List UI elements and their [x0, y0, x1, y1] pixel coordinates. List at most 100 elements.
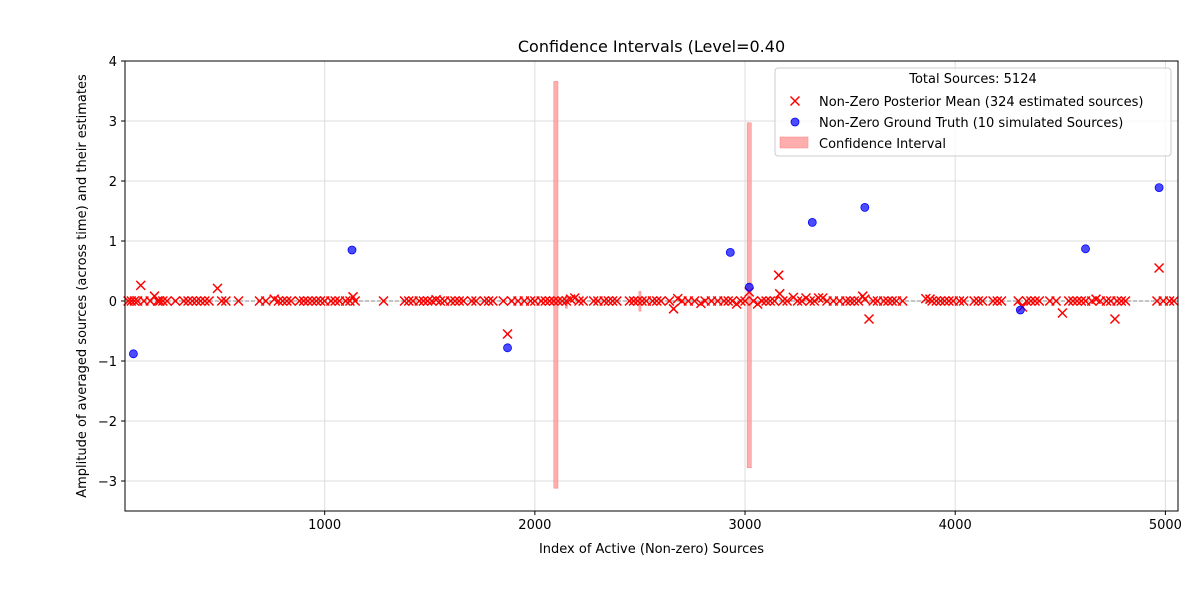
- x-marker-stroke: [1021, 295, 1032, 307]
- posterior-mean-point: [624, 295, 635, 307]
- posterior-mean-point: [628, 295, 639, 307]
- posterior-mean-point: [1057, 307, 1068, 319]
- x-marker-stroke: [216, 295, 227, 307]
- x-marker-stroke: [470, 295, 482, 307]
- posterior-mean-point: [735, 295, 746, 307]
- posterior-mean-point: [277, 295, 288, 307]
- x-marker-stroke: [655, 295, 666, 307]
- posterior-mean-point: [647, 295, 658, 307]
- posterior-mean-point: [977, 295, 988, 307]
- x-marker-stroke: [845, 295, 856, 307]
- legend-entry: Confidence Interval: [779, 136, 946, 152]
- posterior-mean-point: [920, 293, 931, 304]
- posterior-mean-point: [723, 295, 734, 307]
- x-marker-stroke: [178, 295, 189, 307]
- posterior-mean-point: [414, 295, 425, 307]
- posterior-mean-point: [470, 295, 482, 307]
- x-marker-stroke: [943, 295, 954, 307]
- x-marker-stroke: [302, 295, 313, 307]
- x-marker-stroke: [348, 291, 359, 302]
- posterior-mean-point: [233, 295, 244, 307]
- posterior-mean-point: [927, 295, 938, 307]
- posterior-mean-point: [1116, 295, 1127, 307]
- x-marker-stroke: [864, 313, 875, 325]
- x-marker-stroke: [445, 295, 456, 307]
- posterior-mean-point: [183, 295, 194, 307]
- posterior-mean-point: [637, 295, 648, 307]
- x-marker-stroke: [403, 295, 414, 307]
- ground-truth-point: [744, 282, 754, 292]
- x-marker-stroke: [996, 295, 1007, 307]
- x-marker-stroke: [1013, 295, 1024, 307]
- x-tick-label: 3000: [728, 518, 761, 533]
- x-marker-stroke: [418, 295, 429, 307]
- posterior-mean-point: [557, 295, 568, 307]
- posterior-mean-point: [422, 295, 433, 307]
- posterior-mean-point: [655, 295, 666, 307]
- x-marker-stroke: [1109, 313, 1120, 325]
- posterior-mean-point: [943, 295, 954, 307]
- posterior-mean-point: [578, 295, 589, 307]
- x-marker-stroke: [782, 295, 793, 307]
- posterior-mean-point: [887, 295, 898, 307]
- x-marker-stroke: [897, 295, 908, 307]
- x-marker-stroke: [220, 295, 231, 307]
- posterior-mean-point: [502, 328, 513, 340]
- posterior-mean-point: [1154, 262, 1165, 274]
- x-marker-stroke: [422, 295, 433, 307]
- x-marker-stroke: [269, 294, 280, 305]
- posterior-mean-point: [199, 295, 210, 307]
- posterior-mean-point: [1051, 295, 1062, 307]
- posterior-mean-point: [996, 295, 1007, 307]
- x-marker-stroke: [1101, 295, 1112, 307]
- posterior-mean-point: [350, 295, 361, 307]
- posterior-mean-point: [607, 295, 618, 307]
- posterior-mean-point: [1112, 295, 1123, 307]
- x-marker-stroke: [651, 295, 662, 307]
- posterior-mean-point: [307, 295, 318, 307]
- x-marker-stroke: [183, 295, 194, 307]
- x-marker-stroke: [668, 303, 679, 314]
- posterior-mean-point: [1164, 295, 1175, 307]
- posterior-mean-point: [418, 295, 429, 307]
- x-marker-stroke: [487, 295, 498, 307]
- posterior-mean-point: [378, 295, 389, 307]
- posterior-mean-point: [294, 295, 305, 307]
- x-marker-stroke: [1112, 295, 1123, 307]
- x-marker-stroke: [191, 295, 202, 307]
- legend-entry-label: Non-Zero Posterior Mean (324 estimated s…: [819, 95, 1143, 110]
- posterior-mean-point: [1030, 295, 1041, 307]
- y-tick-label: 4: [109, 55, 117, 70]
- x-marker-stroke: [603, 295, 614, 307]
- posterior-mean-point: [330, 295, 341, 307]
- posterior-mean-point: [868, 295, 879, 307]
- x-marker-stroke: [859, 294, 870, 305]
- x-marker-stroke: [647, 295, 658, 307]
- posterior-mean-point: [954, 295, 965, 307]
- posterior-mean-point: [540, 295, 551, 307]
- posterior-mean-point: [187, 295, 198, 307]
- posterior-mean-point: [1101, 295, 1112, 307]
- posterior-mean-point: [154, 295, 165, 307]
- x-marker-stroke: [664, 295, 675, 307]
- posterior-mean-point: [849, 295, 860, 307]
- x-marker-stroke: [573, 295, 585, 307]
- x-marker-stroke: [992, 295, 1003, 307]
- x-marker-stroke: [969, 295, 980, 307]
- x-marker-stroke: [325, 295, 337, 307]
- x-marker-stroke: [466, 295, 477, 307]
- x-marker-stroke: [1120, 295, 1131, 307]
- posterior-mean-point: [298, 295, 309, 307]
- posterior-mean-point: [731, 298, 742, 310]
- x-marker-stroke: [1076, 295, 1087, 307]
- x-marker-stroke: [536, 295, 547, 307]
- x-marker-stroke: [752, 298, 763, 310]
- x-marker-stroke: [1090, 294, 1102, 305]
- posterior-mean-point: [525, 295, 536, 307]
- posterior-mean-point: [769, 295, 780, 307]
- x-marker-stroke: [723, 295, 734, 307]
- posterior-mean-point: [761, 295, 772, 307]
- posterior-mean-point: [1063, 295, 1074, 307]
- x-marker-stroke: [1063, 295, 1074, 307]
- x-marker-stroke: [927, 295, 938, 307]
